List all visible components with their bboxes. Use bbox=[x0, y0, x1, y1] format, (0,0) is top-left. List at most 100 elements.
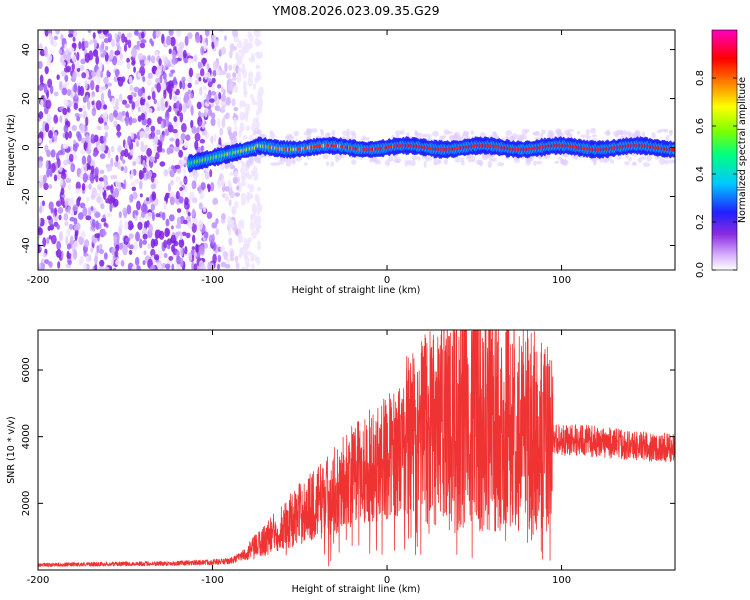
noise-speckle bbox=[124, 142, 129, 149]
noise-speckle bbox=[147, 95, 151, 101]
noise-speckle bbox=[228, 237, 233, 246]
snr-y-ticks: 2000 4000 6000 bbox=[21, 357, 675, 516]
noise-speckle bbox=[172, 76, 177, 86]
noise-speckle bbox=[124, 237, 131, 242]
noise-speckle bbox=[200, 45, 205, 56]
noise-speckle bbox=[198, 110, 202, 119]
noise-speckle bbox=[69, 235, 74, 245]
noise-speckle bbox=[96, 69, 101, 78]
noise-speckle bbox=[99, 153, 106, 159]
noise-speckle bbox=[133, 86, 140, 93]
signal-halo bbox=[631, 162, 637, 166]
noise-speckle bbox=[137, 32, 143, 38]
noise-speckle bbox=[45, 160, 49, 170]
noise-speckle bbox=[99, 70, 104, 78]
noise-speckle bbox=[95, 55, 100, 65]
noise-speckle bbox=[115, 102, 119, 108]
noise-speckle bbox=[106, 164, 113, 172]
noise-speckle bbox=[211, 233, 215, 244]
noise-speckle bbox=[192, 234, 196, 244]
noise-speckle bbox=[180, 190, 185, 198]
noise-speckle bbox=[162, 72, 167, 80]
noise-speckle bbox=[222, 251, 228, 258]
noise-speckle bbox=[120, 259, 125, 267]
noise-speckle bbox=[167, 245, 171, 250]
noise-speckle bbox=[178, 195, 184, 204]
noise-speckle bbox=[231, 30, 238, 37]
noise-speckle bbox=[125, 116, 130, 127]
noise-speckle bbox=[156, 82, 162, 93]
signal-halo bbox=[642, 162, 650, 168]
noise-speckle bbox=[241, 266, 246, 270]
noise-speckle bbox=[215, 227, 220, 236]
noise-speckle bbox=[227, 215, 232, 226]
noise-speckle bbox=[146, 170, 149, 180]
noise-speckle bbox=[218, 92, 222, 100]
noise-speckle bbox=[256, 196, 260, 203]
noise-speckle bbox=[122, 99, 128, 105]
noise-speckle bbox=[128, 244, 135, 250]
noise-speckle bbox=[247, 71, 254, 79]
noise-speckle bbox=[124, 103, 131, 109]
signal-halo bbox=[463, 131, 470, 135]
noise-speckle bbox=[252, 117, 259, 128]
noise-speckle bbox=[229, 132, 234, 141]
noise-speckle bbox=[99, 259, 105, 267]
signal-halo bbox=[624, 131, 629, 135]
noise-speckle bbox=[155, 152, 160, 160]
signal-halo bbox=[406, 132, 410, 136]
noise-speckle bbox=[42, 237, 47, 248]
noise-speckle bbox=[252, 211, 257, 222]
noise-speckle bbox=[101, 41, 105, 50]
noise-speckle bbox=[196, 101, 202, 110]
signal-halo bbox=[609, 159, 615, 164]
noise-speckle bbox=[181, 159, 187, 164]
signal-halo bbox=[540, 129, 546, 135]
noise-speckle bbox=[240, 100, 246, 107]
noise-speckle bbox=[246, 197, 250, 204]
snr-x-tick-label: 100 bbox=[552, 575, 571, 586]
noise-speckle bbox=[78, 235, 84, 245]
noise-speckle bbox=[225, 96, 231, 106]
noise-speckle bbox=[127, 220, 134, 231]
noise-speckle bbox=[198, 245, 205, 255]
noise-speckle bbox=[154, 229, 160, 240]
signal-halo bbox=[325, 161, 330, 166]
noise-speckle bbox=[111, 55, 118, 66]
noise-speckle bbox=[254, 76, 260, 84]
signal-halo bbox=[467, 158, 473, 163]
noise-speckle bbox=[232, 72, 237, 78]
noise-speckle bbox=[249, 220, 254, 231]
signal-halo bbox=[491, 157, 498, 162]
signal-halo bbox=[641, 131, 645, 138]
noise-speckle bbox=[72, 71, 77, 80]
noise-speckle bbox=[150, 183, 157, 190]
noise-speckle bbox=[220, 86, 225, 94]
noise-speckle bbox=[73, 139, 77, 145]
noise-speckle bbox=[90, 205, 94, 211]
noise-speckle bbox=[187, 82, 192, 89]
noise-speckle bbox=[39, 174, 45, 183]
noise-speckle bbox=[149, 156, 156, 163]
noise-speckle bbox=[126, 204, 132, 215]
signal-halo bbox=[256, 129, 262, 135]
noise-speckle bbox=[82, 172, 88, 183]
noise-speckle bbox=[92, 107, 96, 112]
noise-speckle bbox=[225, 72, 231, 80]
noise-speckle bbox=[221, 117, 226, 128]
noise-speckle bbox=[85, 94, 89, 103]
noise-speckle bbox=[160, 82, 167, 91]
noise-speckle bbox=[255, 64, 261, 70]
noise-speckle bbox=[148, 223, 154, 234]
noise-speckle bbox=[123, 43, 128, 53]
noise-speckle bbox=[179, 80, 183, 90]
noise-speckle bbox=[67, 259, 72, 266]
noise-speckle bbox=[224, 263, 231, 269]
noise-speckle bbox=[146, 220, 150, 228]
noise-speckle bbox=[91, 91, 96, 96]
noise-speckle bbox=[181, 80, 186, 90]
noise-speckle bbox=[101, 86, 107, 91]
noise-speckle bbox=[216, 179, 222, 189]
noise-speckle bbox=[64, 43, 67, 52]
noise-speckle bbox=[127, 135, 132, 146]
